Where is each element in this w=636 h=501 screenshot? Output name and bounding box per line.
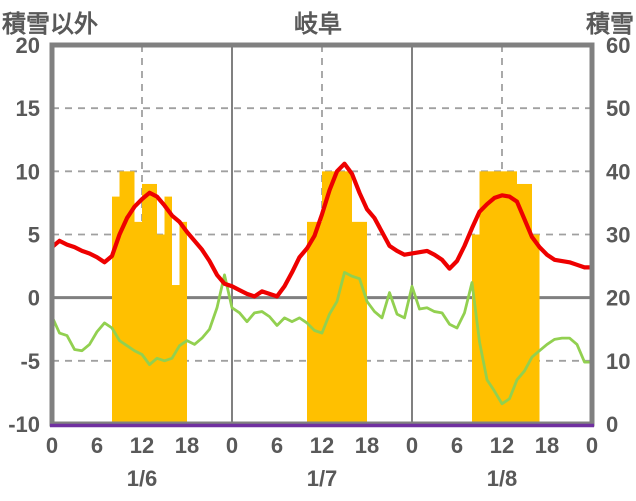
right-axis-tick-label: 30 [606, 223, 630, 248]
hour-tick-label: 12 [310, 433, 334, 458]
left-axis-tick-label: 5 [28, 223, 40, 248]
sunshine-bar [524, 183, 532, 424]
hour-tick-label: 18 [355, 433, 379, 458]
hour-tick-label: 0 [46, 433, 58, 458]
hour-tick-label: 18 [175, 433, 199, 458]
sunshine-bar [157, 234, 165, 424]
hour-tick-label: 6 [91, 433, 103, 458]
hour-tick-label: 12 [490, 433, 514, 458]
sunshine-bar [359, 221, 367, 424]
sunshine-bar [112, 196, 120, 424]
right-axis-tick-label: 60 [606, 33, 630, 58]
right-axis-tick-label: 50 [606, 96, 630, 121]
date-label: 1/6 [127, 466, 158, 491]
left-axis-tick-label: -10 [8, 412, 40, 437]
sunshine-bar [142, 183, 150, 424]
left-axis-tick-label: 0 [28, 286, 40, 311]
sunshine-bar [487, 171, 495, 424]
sunshine-bar [127, 171, 135, 424]
left-axis-tick-label: 20 [16, 33, 40, 58]
date-label: 1/7 [307, 466, 338, 491]
left-axis-tick-label: -5 [20, 349, 40, 374]
sunshine-bar [314, 221, 322, 424]
hour-tick-label: 12 [130, 433, 154, 458]
left-axis-title: 積雪以外 [2, 11, 98, 38]
sunshine-bar [164, 196, 172, 424]
sunshine-bar [329, 171, 337, 424]
right-axis-tick-label: 10 [606, 349, 630, 374]
hour-tick-label: 6 [271, 433, 283, 458]
sunshine-bar [509, 171, 517, 424]
date-label: 1/8 [487, 466, 518, 491]
hour-tick-label: 18 [535, 433, 559, 458]
sunshine-bar [502, 171, 510, 424]
sunshine-bar [352, 221, 360, 424]
chart-title: 岐阜 [294, 11, 342, 38]
sunshine-bar [532, 234, 540, 424]
sunshine-bar [494, 171, 502, 424]
left-axis-tick-label: 15 [16, 96, 40, 121]
red-line [49, 161, 594, 299]
sunshine-bar [344, 171, 352, 424]
hour-tick-label: 0 [406, 433, 418, 458]
right-axis-title: 積雪 [586, 11, 634, 38]
hour-tick-label: 6 [451, 433, 463, 458]
left-axis-tick-label: 10 [16, 159, 40, 184]
sunshine-bar [337, 171, 345, 424]
sunshine-bar [517, 183, 525, 424]
sunshine-bar [179, 221, 187, 424]
sunshine-bar [322, 171, 330, 424]
sunshine-bar [119, 171, 127, 424]
sunshine-bar [134, 221, 142, 424]
sunshine-bar [307, 221, 315, 424]
sunshine-bar [479, 171, 487, 424]
sunshine-bar [149, 183, 157, 424]
right-axis-tick-label: 0 [606, 412, 618, 437]
hour-tick-label: 0 [226, 433, 238, 458]
right-axis-tick-label: 20 [606, 286, 630, 311]
hour-tick-label: 0 [586, 433, 598, 458]
right-axis-tick-label: 40 [606, 159, 630, 184]
green-line [50, 270, 593, 406]
sunshine-bar [472, 234, 480, 424]
